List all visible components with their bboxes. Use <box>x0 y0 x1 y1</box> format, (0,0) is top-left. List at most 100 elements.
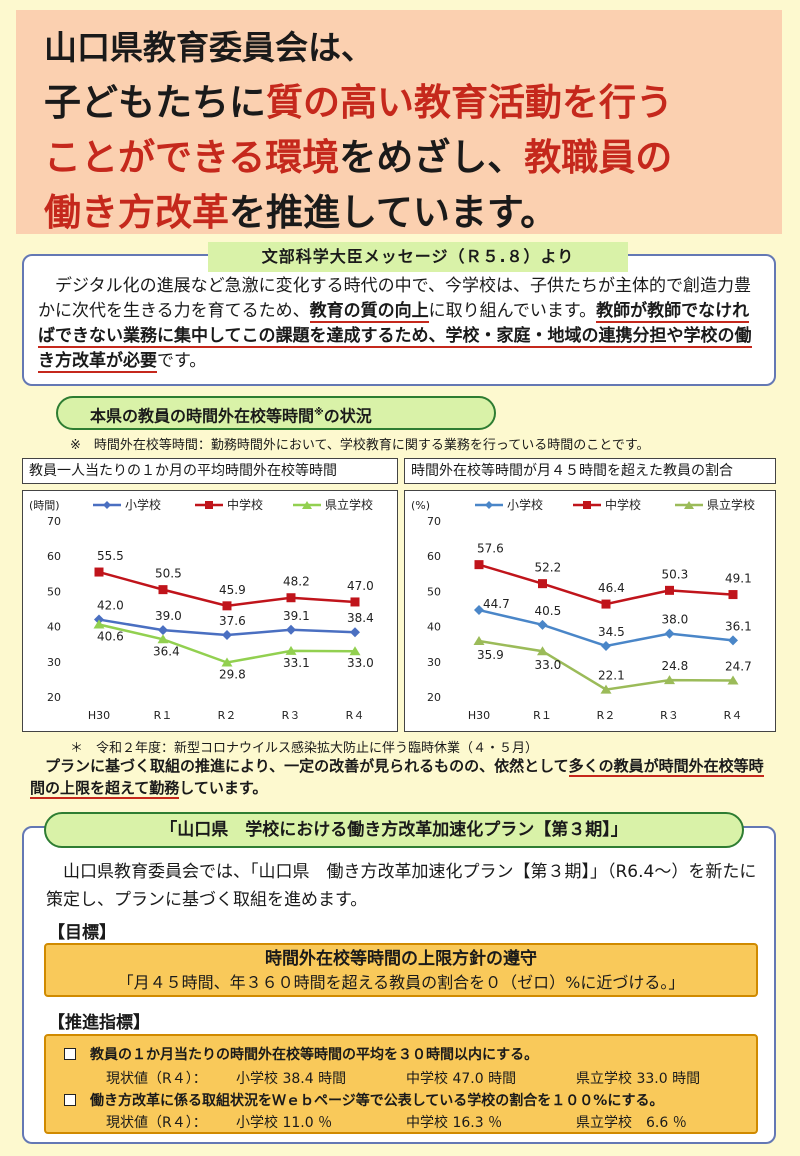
data-point <box>600 684 612 694</box>
data-label: 42.0 <box>97 599 124 613</box>
y-tick-label: 40 <box>47 621 61 634</box>
data-point <box>93 619 105 629</box>
goal-heading: 【目標】 <box>48 923 116 943</box>
data-label: 50.3 <box>662 567 689 581</box>
legend-label: 小学校 <box>125 497 161 512</box>
indicator-2: 働き方改革に係る取組状況をＷｅｂページ等で公表している学校の割合を１００%にする… <box>64 1090 663 1110</box>
headline-text: 子どもたちに <box>44 81 266 124</box>
covid-footnote: ＊ 令和２年度：新型コロナウイルス感染拡大防止に伴う臨時休業（４・５月） <box>70 741 539 756</box>
data-label: 36.4 <box>153 644 180 658</box>
indicator-heading: 【推進指標】 <box>48 1013 150 1033</box>
summary-underline: 多くの教員が時間外在校等時間の上限を超えて勤務 <box>30 757 764 799</box>
x-tick-label: R２ <box>597 709 616 722</box>
section-title-end: の状況 <box>323 406 372 426</box>
data-label: 33.0 <box>535 658 562 672</box>
chart-2-title: 時間外在校等時間が月４５時間を超えた教員の割合 <box>404 458 776 484</box>
data-label: 50.5 <box>155 567 182 581</box>
y-tick-label: 20 <box>47 691 61 704</box>
legend-marker <box>583 501 591 509</box>
message-text: デジタル化の進展など急激に変化する時代の中で、今学校は、子供たちが主体的で創造力… <box>38 276 751 321</box>
goal-text: 「月４５時間、年３６０時間を超える教員の割合を０（ゼロ）%に近づける。」 <box>117 973 685 992</box>
current-junior-high: 中学校 47.0 時間 <box>406 1071 517 1087</box>
data-point <box>157 634 169 644</box>
y-tick-label: 40 <box>427 621 441 634</box>
data-point <box>350 597 360 607</box>
y-axis-unit: (%) <box>411 499 430 512</box>
indicator-2-current: 現状値（R４）： 小学校 11.0 ％ 中学校 16.3 ％ 県立学校 6.6 ％ <box>106 1112 687 1132</box>
data-label: 34.5 <box>598 625 625 639</box>
message-underline: 教師が教師でなければできない業務に集中してこの課題を達成するため、学校・家庭・地… <box>38 301 752 373</box>
headline-text: をめざし、 <box>339 136 525 179</box>
data-point <box>222 630 232 641</box>
data-point <box>285 645 297 655</box>
data-label: 39.1 <box>283 609 310 623</box>
x-tick-label: R１ <box>533 709 552 722</box>
plan-intro: 山口県教育委員会では、「山口県 働き方改革加速化プラン【第３期】」（R6.4～）… <box>46 862 757 910</box>
summary-part: しています。 <box>179 779 268 797</box>
minister-message-body: デジタル化の進展など急激に変化する時代の中で、今学校は、子供たちが主体的で創造力… <box>38 274 764 374</box>
headline-line-3: ことができる環境をめざし、教職員の <box>44 130 782 185</box>
y-tick-label: 60 <box>47 550 61 563</box>
data-point <box>158 585 168 595</box>
y-tick-label: 70 <box>427 515 441 528</box>
checkbox-icon <box>64 1048 76 1060</box>
current-junior-high: 中学校 16.3 ％ <box>406 1115 503 1131</box>
data-label: 38.4 <box>347 611 374 625</box>
data-label: 24.8 <box>662 659 689 673</box>
data-label: 48.2 <box>283 575 310 589</box>
current-label: 現状値（R４）： <box>106 1071 207 1087</box>
legend-marker <box>205 501 213 509</box>
data-label: 24.7 <box>725 659 752 673</box>
overtime-definition-note: ※ 時間外在校等時間：勤務時間外において、学校教育に関する業務を行っている時間の… <box>70 438 650 453</box>
data-point <box>728 635 738 646</box>
x-tick-label: H30 <box>88 709 110 722</box>
data-point <box>222 601 232 611</box>
checkbox-icon <box>64 1094 76 1106</box>
indicator-2-text: 働き方改革に係る取組状況をＷｅｂページ等で公表している学校の割合を１００%にする… <box>90 1093 664 1109</box>
headline-emphasis: 質の高い教育活動を行う <box>266 81 673 124</box>
data-point <box>221 657 233 667</box>
indicator-1: 教員の１か月当たりの時間外在校等時間の平均を３０時間以内にする。 <box>64 1044 538 1064</box>
indicator-box: 教員の１か月当たりの時間外在校等時間の平均を３０時間以内にする。 現状値（R４）… <box>44 1034 758 1134</box>
legend-marker <box>103 501 111 509</box>
data-label: 37.6 <box>219 614 246 628</box>
data-label: 22.1 <box>598 669 625 683</box>
headline-line-1: 山口県教育委員会は、 <box>44 20 782 75</box>
headline-line-2: 子どもたちに質の高い教育活動を行う <box>44 75 782 130</box>
data-point <box>727 675 739 685</box>
section-title-mark: ※ <box>314 407 324 418</box>
current-prefectural: 県立学校 33.0 時間 <box>576 1071 701 1087</box>
data-label: 35.9 <box>477 648 504 662</box>
data-point <box>474 560 484 570</box>
data-point <box>728 590 738 600</box>
headline-line-4: 働き方改革を推進しています。 <box>44 185 782 240</box>
minister-message-box: 文部科学大臣メッセージ（Ｒ５.８）より デジタル化の進展など急激に変化する時代の… <box>22 242 776 386</box>
current-prefectural: 県立学校 6.6 ％ <box>576 1115 687 1131</box>
x-tick-label: H30 <box>468 709 490 722</box>
data-point <box>601 640 611 651</box>
y-tick-label: 50 <box>47 585 61 598</box>
data-label: 40.5 <box>535 604 562 618</box>
x-tick-label: R３ <box>282 709 301 722</box>
data-point <box>537 646 548 656</box>
headline-emphasis: 働き方改革 <box>44 191 229 234</box>
data-point <box>473 636 485 646</box>
data-point <box>286 624 296 635</box>
data-point <box>538 579 547 589</box>
data-label: 33.0 <box>347 656 374 670</box>
legend-marker <box>302 501 312 509</box>
headline-text: を推進しています。 <box>229 191 558 234</box>
x-tick-label: R３ <box>660 709 679 722</box>
data-label: 40.6 <box>97 629 124 643</box>
plan-title: 「山口県 学校における働き方改革加速化プラン【第３期】」 <box>44 812 744 848</box>
current-label: 現状値（R４）： <box>106 1115 207 1131</box>
data-label: 33.1 <box>283 656 310 670</box>
message-underline: 教育の質の向上 <box>309 301 429 323</box>
data-label: 55.5 <box>97 549 124 563</box>
section-title-text: 本県の教員の時間外在校等時間 <box>90 406 315 426</box>
headline-banner: 山口県教育委員会は、 子どもたちに質の高い教育活動を行う ことができる環境をめざ… <box>16 10 782 234</box>
x-tick-label: R４ <box>346 709 365 722</box>
data-label: 29.8 <box>219 668 246 682</box>
x-tick-label: R１ <box>154 709 173 722</box>
data-label: 38.0 <box>662 613 689 627</box>
